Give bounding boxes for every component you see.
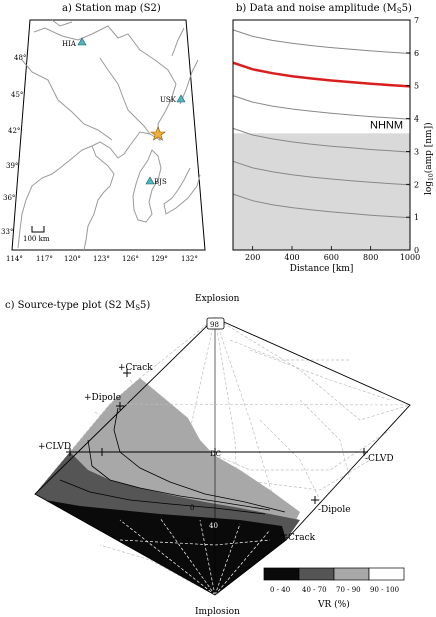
- contour-label: 40: [209, 522, 218, 530]
- amplitude-series-line: [232, 95, 411, 120]
- y-tick-label: 7: [414, 16, 419, 25]
- map-coastlines: [17, 19, 201, 251]
- contour-label: 0: [190, 504, 194, 512]
- minus-clvd-label: -CLVD: [365, 454, 394, 464]
- station-bjs-icon[interactable]: [145, 176, 155, 185]
- station-bjs-label: BJS: [154, 178, 167, 186]
- noise-region: [233, 133, 410, 250]
- panel-c-title: c) Source-type plot (S2 MS5): [5, 300, 150, 312]
- panel-b-y-axis-label: log10(amp [nm]): [423, 122, 435, 195]
- map-x-tick: 123°: [93, 255, 110, 263]
- nhnm-label: NHNM: [370, 119, 403, 131]
- vr-contours: [59, 407, 286, 515]
- x-tick-label: 200: [245, 253, 260, 262]
- legend-label-40-70: 40 - 70: [302, 586, 327, 594]
- map-y-tick: 36°: [3, 194, 15, 202]
- map-x-ticks: 114° 117° 120° 123° 126° 129° 132°: [6, 255, 198, 263]
- y-tick-label: 3: [414, 147, 419, 156]
- plus-dipole-label: +Dipole: [84, 393, 121, 403]
- map-x-tick: 117°: [36, 255, 53, 263]
- best-fit-vr-label: 98: [210, 321, 219, 329]
- map-x-tick: 126°: [122, 255, 139, 263]
- legend-label-70-90: 70 - 90: [336, 586, 361, 594]
- vr-region-0-40: [45, 500, 286, 595]
- map-x-tick: 114°: [6, 255, 23, 263]
- amplitude-series-line: [232, 61, 411, 88]
- minus-dipole-label: -Dipole: [318, 505, 351, 515]
- map-y-tick: 33°: [1, 228, 13, 236]
- legend-label-0-40: 0 - 40: [270, 586, 290, 594]
- minus-crack-label: -Crack: [285, 533, 316, 543]
- best-fit-box[interactable]: [206, 317, 225, 330]
- dipole-axis: [109, 403, 411, 406]
- legend-swatch-0-40: [263, 567, 300, 581]
- plus-clvd-label: +CLVD: [38, 442, 71, 452]
- amplitude-series-line: [232, 193, 411, 219]
- event-star-icon[interactable]: [150, 126, 166, 141]
- scale-bar: [31, 226, 45, 233]
- legend-swatch-70-90: [333, 567, 370, 581]
- amplitude-series-line: [232, 127, 411, 153]
- y-tick-label: 6: [414, 49, 419, 58]
- amplitude-series-line: [232, 160, 411, 186]
- plot-frame: [232, 19, 411, 251]
- y-tick-label: 4: [414, 115, 419, 124]
- map-x-tick: 129°: [151, 255, 168, 263]
- panel-b-amplitude-chart: b) Data and noise amplitude (MS5) NHNM20…: [232, 3, 435, 274]
- explosion-label: Explosion: [195, 294, 240, 304]
- y-tick-label: 0: [414, 246, 419, 255]
- y-tick-label: 5: [414, 82, 419, 91]
- legend-swatch-90-100: [368, 567, 405, 581]
- map-y-ticks: 48° 45° 42° 39° 36° 33°: [1, 54, 26, 236]
- map-x-tick: 132°: [181, 255, 198, 263]
- map-y-tick: 48°: [14, 54, 26, 62]
- station-usk-icon[interactable]: [176, 94, 186, 103]
- plus-crack-label: +Crack: [118, 363, 153, 373]
- map-frame: [11, 19, 206, 251]
- x-tick-label: 600: [324, 253, 339, 262]
- station-usk-label: USK: [160, 96, 177, 104]
- amplitude-series-line: [232, 29, 411, 54]
- station-hia-icon[interactable]: [77, 37, 87, 46]
- vr-legend: 0 - 40 40 - 70 70 - 90 90 - 100 VR (%): [263, 567, 405, 610]
- legend-label-90-100: 90 - 100: [370, 586, 399, 594]
- y-tick-label: 2: [414, 180, 419, 189]
- map-y-tick: 39°: [6, 162, 18, 170]
- x-axis-label: Distance [km]: [290, 264, 354, 274]
- map-y-tick: 45°: [11, 91, 23, 99]
- x-tick-label: 400: [284, 253, 299, 262]
- x-tick-label: 800: [363, 253, 378, 262]
- lune-point-markers: [66, 369, 368, 539]
- legend-title: VR (%): [317, 599, 350, 610]
- y-tick-label: 1: [414, 213, 419, 222]
- map-y-tick: 42°: [8, 127, 20, 135]
- panel-a-station-map: a) Station map (S2) HIA USK BJS 100 km: [1, 3, 206, 263]
- panel-c-source-type-plot: c) Source-type plot (S2 MS5) Explosion I…: [5, 294, 411, 617]
- x-tick-label: 1000: [400, 253, 420, 262]
- dc-label: DC: [210, 450, 221, 458]
- station-hia-label: HIA: [62, 40, 77, 48]
- legend-swatch-40-70: [298, 567, 335, 581]
- panel-a-title: a) Station map (S2): [62, 3, 161, 14]
- scale-bar-label: 100 km: [23, 235, 50, 243]
- implosion-label: Implosion: [195, 607, 240, 617]
- lune-outline: [34, 317, 411, 596]
- map-x-tick: 120°: [64, 255, 81, 263]
- panel-b-title: b) Data and noise amplitude (MS5): [236, 3, 412, 15]
